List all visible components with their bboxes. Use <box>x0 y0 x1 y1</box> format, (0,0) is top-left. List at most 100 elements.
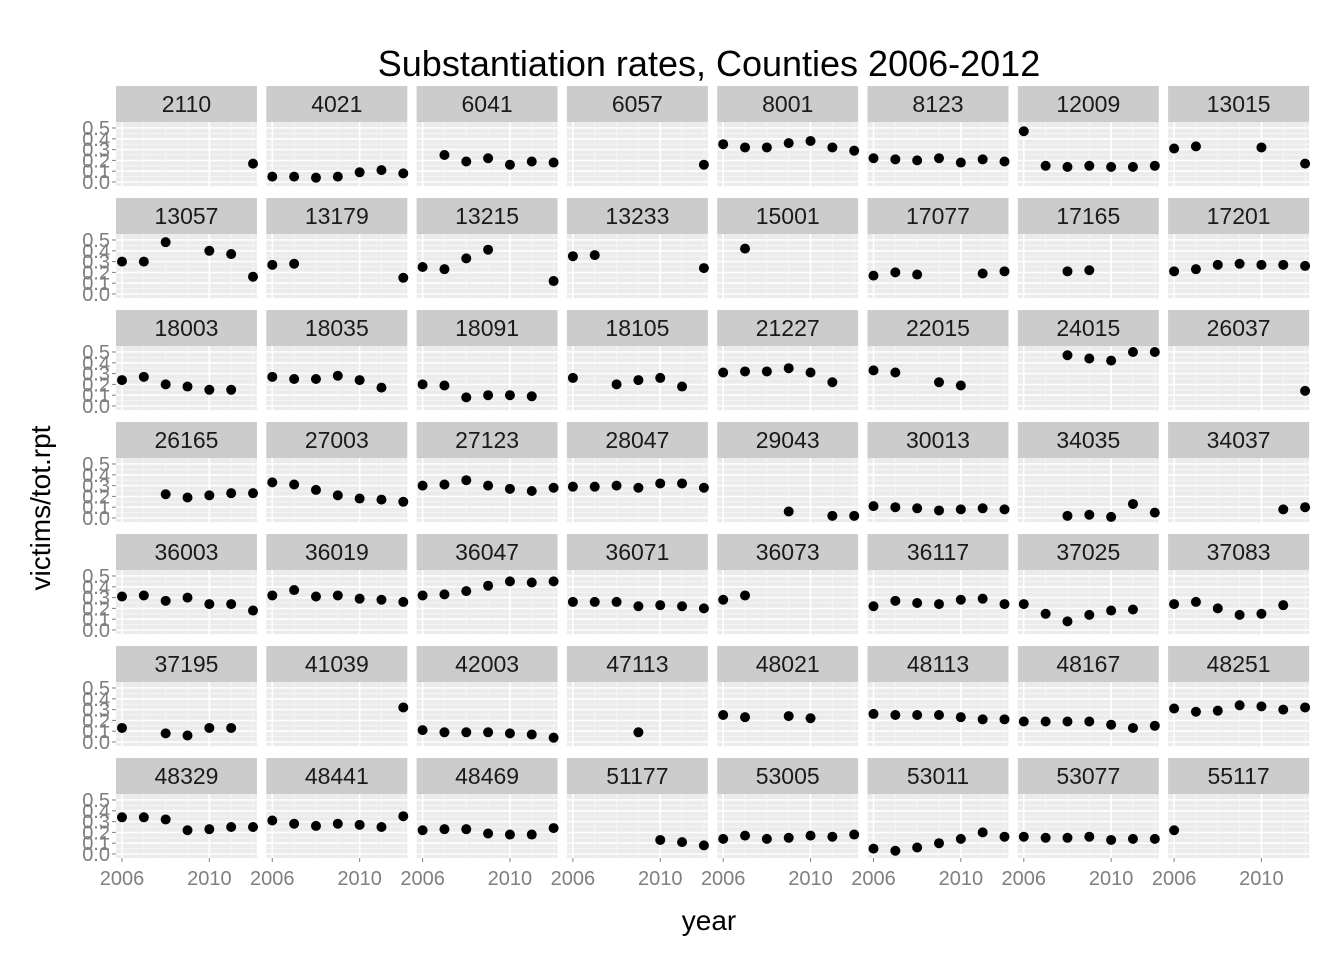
data-point <box>1106 511 1117 522</box>
data-point <box>999 831 1010 842</box>
strip-label: 53005 <box>756 763 820 789</box>
strip-background <box>116 422 257 458</box>
x-tick-label: 2010 <box>788 868 833 890</box>
strip-background <box>416 198 558 234</box>
data-point <box>1234 700 1245 711</box>
data-point <box>248 158 258 169</box>
panel-background <box>867 234 1009 298</box>
data-point <box>783 138 794 149</box>
facet-panel-48167: 48167 <box>1017 646 1160 746</box>
y-tick-label: 0.3 <box>82 700 110 722</box>
strip-background <box>717 534 859 570</box>
strip-background <box>867 534 1009 570</box>
facet-panel-27123: 27123 <box>416 422 559 522</box>
strip-background <box>116 534 257 570</box>
data-point <box>1169 825 1180 836</box>
data-point <box>289 818 300 829</box>
strip-background <box>416 646 558 682</box>
facet-panel-6057: 6057 <box>566 86 709 186</box>
strip-background <box>416 422 558 458</box>
data-point <box>677 478 688 489</box>
data-point <box>567 372 578 383</box>
strip-label: 6041 <box>462 91 513 117</box>
data-point <box>589 481 600 492</box>
data-point <box>1169 266 1180 277</box>
data-point <box>677 837 688 848</box>
facet-panel-48113: 48113 <box>867 646 1010 746</box>
data-point <box>633 375 644 386</box>
data-point <box>182 730 193 741</box>
panel-background <box>717 122 859 186</box>
strip-label: 17201 <box>1207 203 1271 229</box>
strip-background <box>416 86 558 122</box>
data-point <box>548 482 559 493</box>
data-point <box>977 593 988 604</box>
data-point <box>160 489 171 500</box>
strip-label: 13215 <box>455 203 519 229</box>
y-tick-label: 0.1 <box>82 833 110 855</box>
strip-label: 17165 <box>1056 203 1120 229</box>
panel-background <box>717 570 859 634</box>
data-point <box>182 381 193 392</box>
data-point <box>783 711 794 722</box>
strip-label: 36047 <box>455 539 519 565</box>
data-point <box>698 603 709 614</box>
data-point <box>483 153 494 164</box>
data-point <box>955 594 966 605</box>
data-point <box>504 576 515 587</box>
data-point <box>740 366 751 377</box>
data-point <box>483 390 494 401</box>
data-point <box>548 157 559 168</box>
data-point <box>267 590 278 601</box>
data-point <box>655 372 666 383</box>
data-point <box>526 156 537 167</box>
x-tick-label: 2010 <box>939 868 984 890</box>
strip-label: 13015 <box>1207 91 1271 117</box>
data-point <box>548 276 559 287</box>
data-point <box>718 833 729 844</box>
panel-background <box>566 794 708 858</box>
data-point <box>354 493 365 504</box>
data-point <box>849 510 860 521</box>
panel-background <box>1168 122 1310 186</box>
data-point <box>999 504 1010 515</box>
data-point <box>439 824 450 835</box>
data-point <box>398 496 409 507</box>
y-tick-label: 0.4 <box>82 465 110 487</box>
data-point <box>226 249 237 260</box>
data-point <box>567 251 578 262</box>
data-point <box>977 503 988 514</box>
facet-panel-53077: 53077 2006 2010 <box>1002 758 1160 890</box>
strip-background <box>1017 310 1159 346</box>
facet-panel-37025: 37025 <box>1017 534 1159 634</box>
data-point <box>868 601 879 612</box>
x-axis-title: year <box>682 905 736 936</box>
data-point <box>589 596 600 607</box>
data-point <box>117 256 127 267</box>
data-point <box>977 714 988 725</box>
strip-background <box>566 86 708 122</box>
strip-background <box>867 198 1009 234</box>
facet-panel-8123: 8123 <box>867 86 1010 186</box>
x-tick-label: 2010 <box>488 868 533 890</box>
strip-background <box>266 310 408 346</box>
strip-background <box>867 646 1009 682</box>
x-tick-label: 2010 <box>638 868 683 890</box>
data-point <box>1127 498 1138 509</box>
data-point <box>1084 160 1095 171</box>
data-point <box>332 590 343 601</box>
data-point <box>504 728 515 739</box>
data-point <box>548 576 559 587</box>
y-tick-label: 0.1 <box>82 497 110 519</box>
data-point <box>698 840 709 851</box>
panel-background <box>566 122 708 186</box>
data-point <box>783 832 794 843</box>
data-point <box>267 477 278 488</box>
y-tick-label: 0.2 <box>82 598 110 620</box>
facet-panel-37083: 37083 <box>1168 534 1310 634</box>
strip-label: 18105 <box>605 315 669 341</box>
data-point <box>461 475 472 486</box>
strip-label: 42003 <box>455 651 519 677</box>
data-point <box>1106 161 1117 172</box>
y-tick-label: 0.3 <box>82 588 110 610</box>
